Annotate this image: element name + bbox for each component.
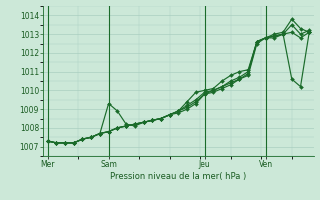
X-axis label: Pression niveau de la mer( hPa ): Pression niveau de la mer( hPa ) <box>110 172 246 181</box>
